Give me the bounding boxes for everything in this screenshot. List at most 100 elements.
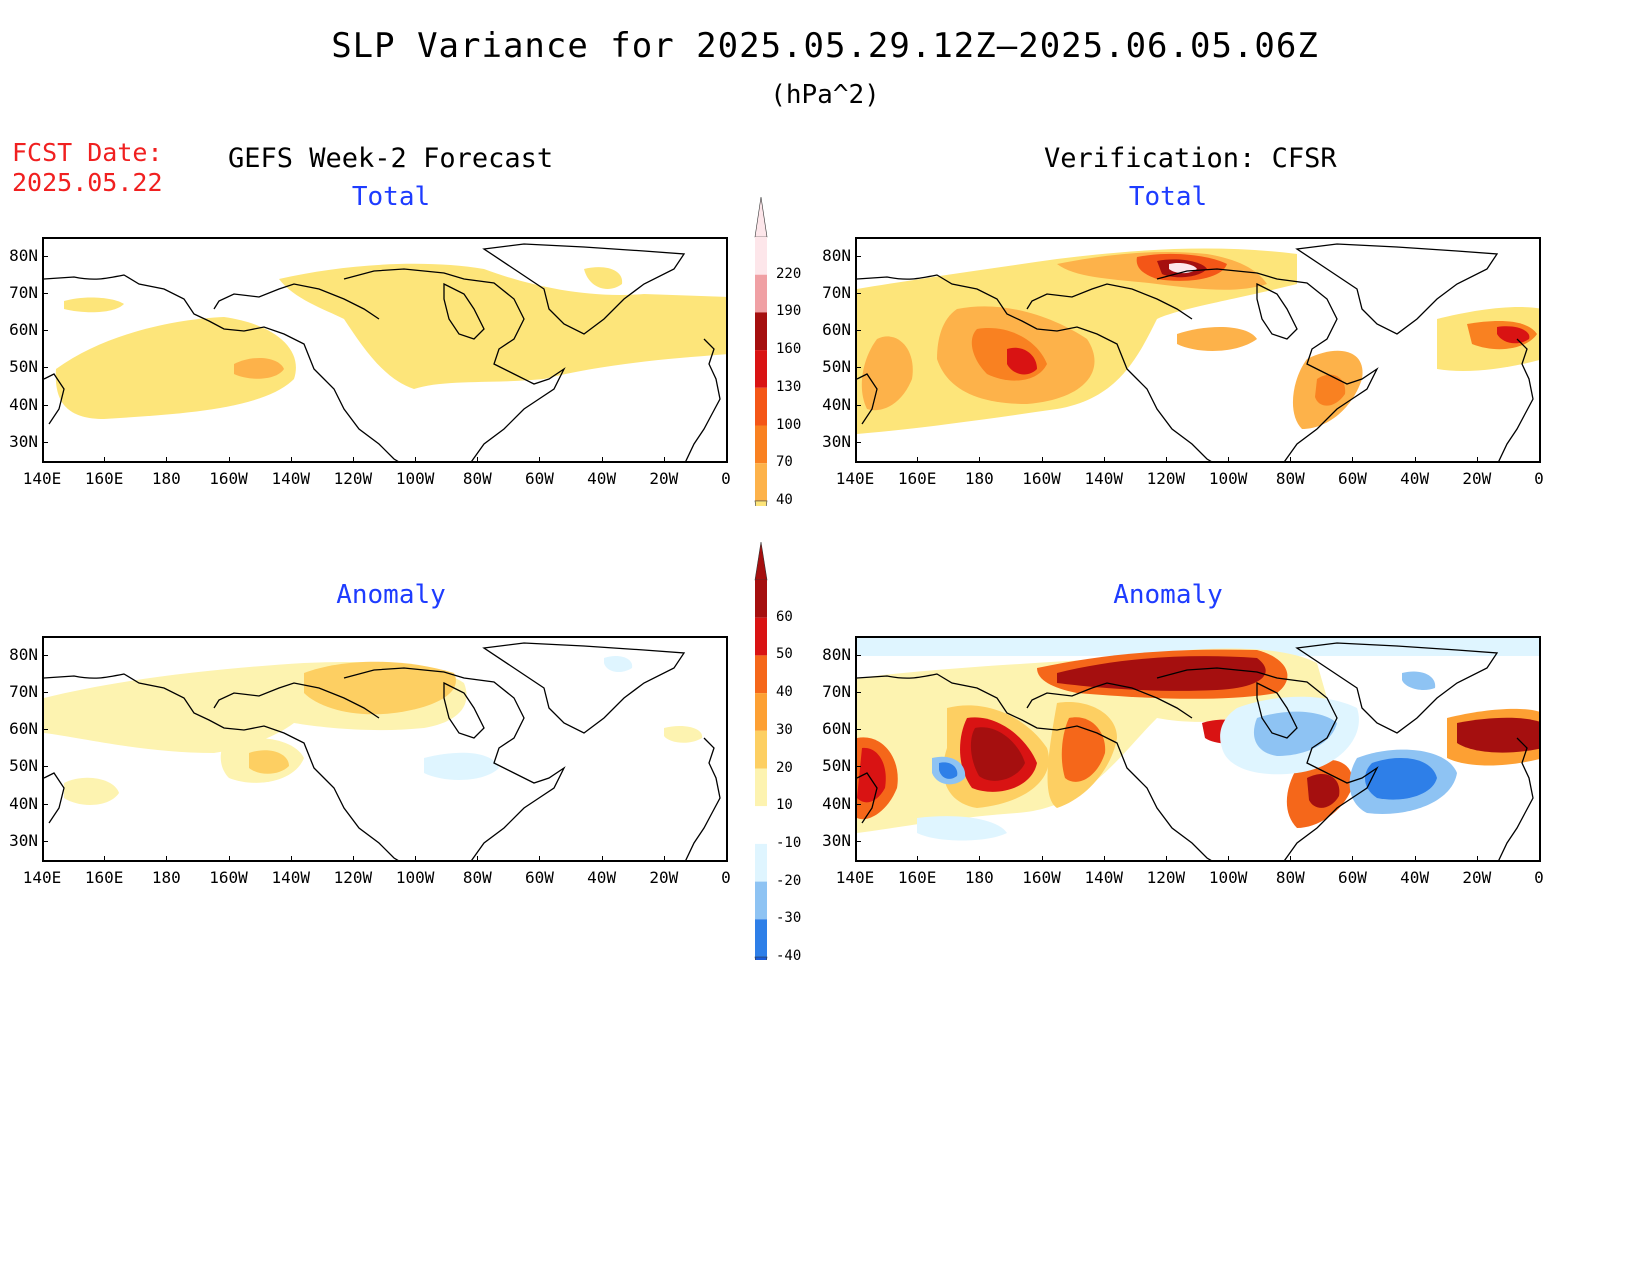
lat-tick [42,367,48,368]
lon-label: 0 [696,868,756,887]
lat-label: 30N [0,831,38,850]
lon-tick [291,457,292,463]
lon-tick [1104,457,1105,463]
lat-label: 30N [811,432,851,451]
lon-tick [539,457,540,463]
lat-label: 80N [811,246,851,265]
colorbar-label: 30 [776,722,793,738]
lon-tick [353,856,354,862]
lon-tick [664,856,665,862]
lat-tick [855,841,861,842]
lat-label: 40N [0,395,38,414]
colorbar-label: 50 [776,646,793,662]
lon-label: 0 [1509,868,1569,887]
colorbar-label: -10 [776,835,801,851]
colorbar-top-arrow [755,542,767,580]
lon-tick [1042,457,1043,463]
colorbar-swatch [755,580,767,618]
lon-tick [477,457,478,463]
lon-tick [1290,856,1291,862]
lon-tick [664,457,665,463]
colorbar-label: 130 [776,379,801,395]
colorbar-top-arrow [755,197,767,237]
lon-label: 180 [949,469,1009,488]
verification-total-map [855,237,1541,463]
forecast-total-subtitle: Total [241,182,541,212]
lon-tick [104,856,105,862]
lon-tick [104,457,105,463]
lon-tick [1104,856,1105,862]
lat-tick [42,256,48,257]
forecast-total-map [42,237,728,463]
lon-label: 140W [1074,469,1134,488]
shading [44,656,702,805]
lat-label: 60N [0,320,38,339]
colorbar-label: 100 [776,417,801,433]
colorbar-swatch [755,237,767,275]
lat-tick [855,256,861,257]
lon-label: 160W [199,469,259,488]
lon-label: 80W [1260,868,1320,887]
colorbar-bottom-arrow [755,501,767,506]
colorbar-swatch [755,655,767,693]
shading [857,638,1541,862]
lon-tick [291,856,292,862]
lon-label: 40W [572,469,632,488]
page-title: SLP Variance for 2025.05.29.12Z—2025.06.… [0,26,1650,66]
lat-tick [855,766,861,767]
lon-label: 100W [1198,868,1258,887]
lon-tick [1415,856,1416,862]
lat-tick [42,804,48,805]
colorbar-swatch [755,388,767,426]
colorbar-swatch [755,882,767,920]
lon-label: 140W [261,469,321,488]
lon-label: 180 [136,868,196,887]
units-label: (hPa^2) [0,80,1650,110]
lat-tick [855,405,861,406]
lat-label: 50N [0,357,38,376]
anomaly-colorbar [752,540,812,960]
forecast-anomaly-subtitle: Anomaly [241,580,541,610]
colorbar-swatch [755,312,767,350]
colorbar-label: 40 [776,492,793,508]
verification-total-subtitle: Total [1018,182,1318,212]
lon-label: 80W [447,868,507,887]
lon-label: 60W [509,469,569,488]
verification-column-title: Verification: CFSR [1044,143,1337,174]
lon-tick [166,856,167,862]
lon-tick [1477,856,1478,862]
lon-tick [1228,457,1229,463]
lat-tick [855,367,861,368]
colorbar-swatch [755,426,767,464]
colorbar-swatch [755,693,767,731]
colorbar-swatch [755,806,767,844]
lat-label: 70N [0,283,38,302]
lon-tick [1539,457,1540,463]
lat-tick [42,729,48,730]
lat-label: 60N [811,719,851,738]
verification-anomaly-subtitle: Anomaly [1018,580,1318,610]
lat-tick [42,330,48,331]
lon-label: 60W [509,868,569,887]
lon-label: 20W [1447,469,1507,488]
lon-tick [415,856,416,862]
lat-tick [855,655,861,656]
lat-label: 30N [0,432,38,451]
lat-tick [42,442,48,443]
lon-tick [726,457,727,463]
lon-tick [1539,856,1540,862]
lon-label: 140E [12,469,72,488]
lon-label: 20W [634,469,694,488]
colorbar-bottom-arrow [755,957,767,960]
lon-tick [539,856,540,862]
lon-label: 100W [1198,469,1258,488]
lat-tick [42,692,48,693]
lat-label: 60N [811,320,851,339]
lon-label: 120W [323,469,383,488]
lon-label: 160W [199,868,259,887]
lon-label: 160E [74,868,134,887]
lat-label: 60N [0,719,38,738]
lat-tick [42,293,48,294]
shading [857,249,1541,434]
lat-label: 80N [0,246,38,265]
